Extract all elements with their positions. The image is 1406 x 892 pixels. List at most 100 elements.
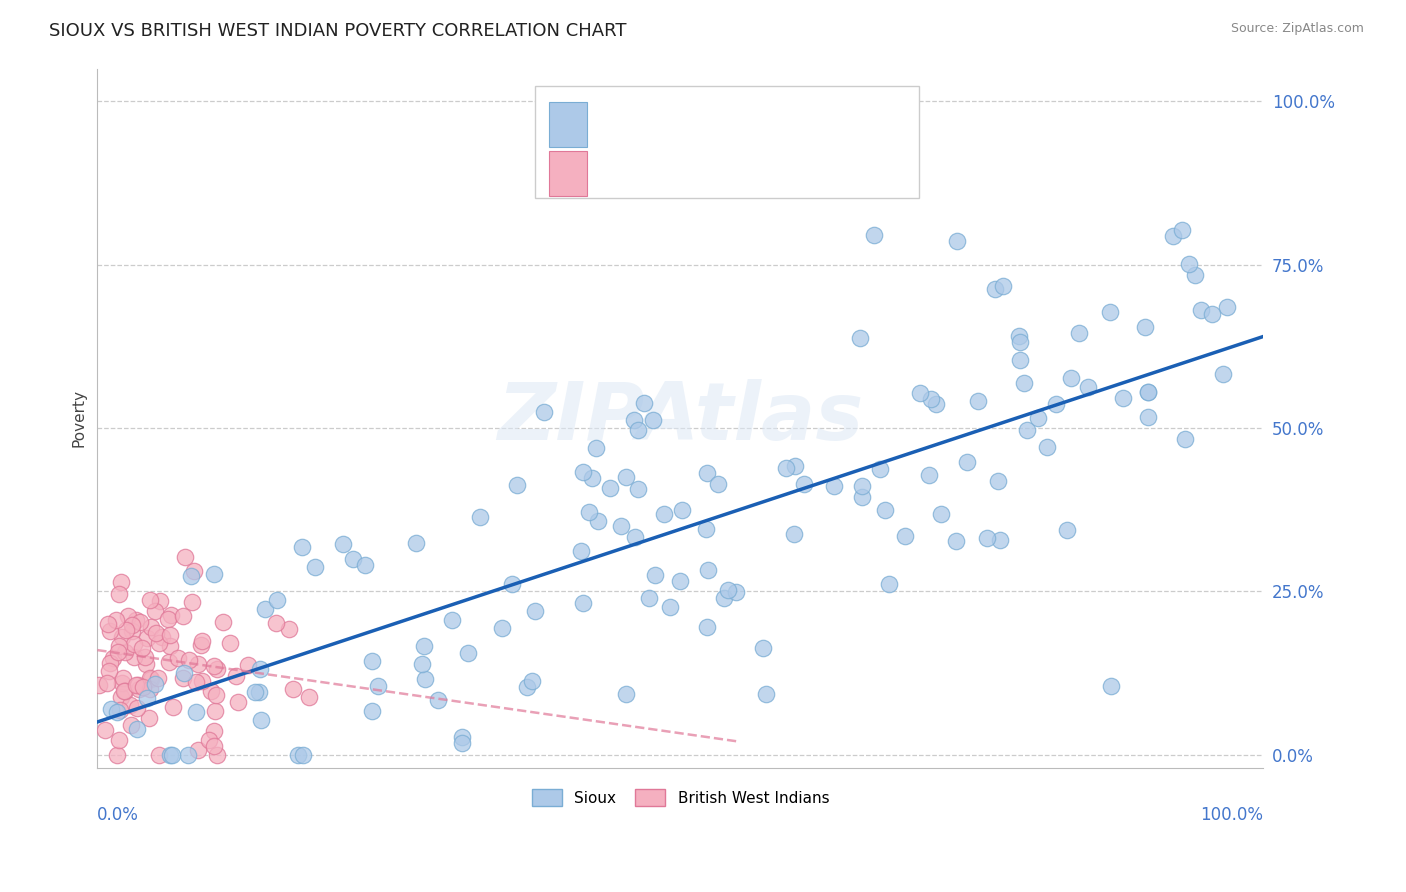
Point [250,713,273,727]
Point [120,718,142,732]
Text: 100.0%: 100.0% [1201,806,1264,824]
Point [586,514,609,528]
Point [205,688,228,702]
Point [578,505,600,519]
Point [110,690,132,705]
Point [925,397,948,411]
Point [105,747,128,762]
Point [111,676,134,690]
Point [115,624,138,638]
Point [533,405,555,419]
Point [183,564,205,578]
Point [238,658,260,673]
Point [658,599,681,614]
Point [1098,305,1121,319]
Point [361,704,384,718]
Point [186,705,208,719]
Point [101,651,124,665]
FancyBboxPatch shape [534,86,920,198]
Point [627,482,650,496]
Point [121,624,143,638]
Point [97,664,120,678]
Point [172,609,194,624]
Point [929,507,952,521]
Point [516,680,538,694]
Point [875,502,897,516]
Point [783,526,806,541]
Point [1008,329,1031,343]
Point [218,635,240,649]
Point [204,704,226,718]
Point [114,684,136,698]
Point [696,620,718,634]
Point [105,613,128,627]
Point [413,639,436,653]
Point [450,736,472,750]
Point [108,639,131,653]
Point [181,595,204,609]
Point [671,503,693,517]
Point [108,587,131,601]
Point [572,465,595,479]
Point [893,529,915,543]
Point [278,622,301,636]
Point [713,591,735,605]
Point [468,510,491,524]
Point [226,696,249,710]
Y-axis label: Poverty: Poverty [72,389,86,447]
Point [173,550,195,565]
Point [148,636,170,650]
Point [117,609,139,624]
Point [1017,423,1039,437]
Point [108,703,131,717]
Point [150,631,173,645]
Point [641,413,664,427]
Point [139,593,162,607]
Point [98,656,121,670]
Point [281,682,304,697]
FancyBboxPatch shape [548,151,588,196]
Point [1026,411,1049,425]
Point [361,654,384,668]
Point [1056,523,1078,537]
Point [917,467,939,482]
Point [354,558,377,573]
Point [247,685,270,699]
Point [1212,368,1234,382]
Point [149,593,172,607]
Point [191,673,214,688]
Text: ZIPAtlas: ZIPAtlas [498,379,863,457]
Point [162,699,184,714]
Point [599,481,621,495]
Point [1008,353,1031,368]
Legend: Sioux, British West Indians: Sioux, British West Indians [526,782,835,813]
Point [920,392,942,406]
Text: R =: R = [605,115,644,134]
Point [614,687,637,701]
Point [706,476,728,491]
Point [332,537,354,551]
Point [114,645,136,659]
Point [304,559,326,574]
Point [159,639,181,653]
Point [991,278,1014,293]
Point [696,466,718,480]
Point [121,618,143,632]
Point [245,685,267,699]
Point [131,680,153,694]
Point [1045,396,1067,410]
Point [184,674,207,689]
Point [457,646,479,660]
Point [491,621,513,635]
Point [644,568,666,582]
Point [581,471,603,485]
Point [1136,384,1159,399]
Point [249,662,271,676]
Point [177,653,200,667]
Text: SIOUX VS BRITISH WEST INDIAN POVERTY CORRELATION CHART: SIOUX VS BRITISH WEST INDIAN POVERTY COR… [49,22,627,40]
Point [1189,303,1212,318]
Point [976,531,998,545]
FancyBboxPatch shape [548,102,588,147]
Point [988,533,1011,547]
Point [148,747,170,762]
